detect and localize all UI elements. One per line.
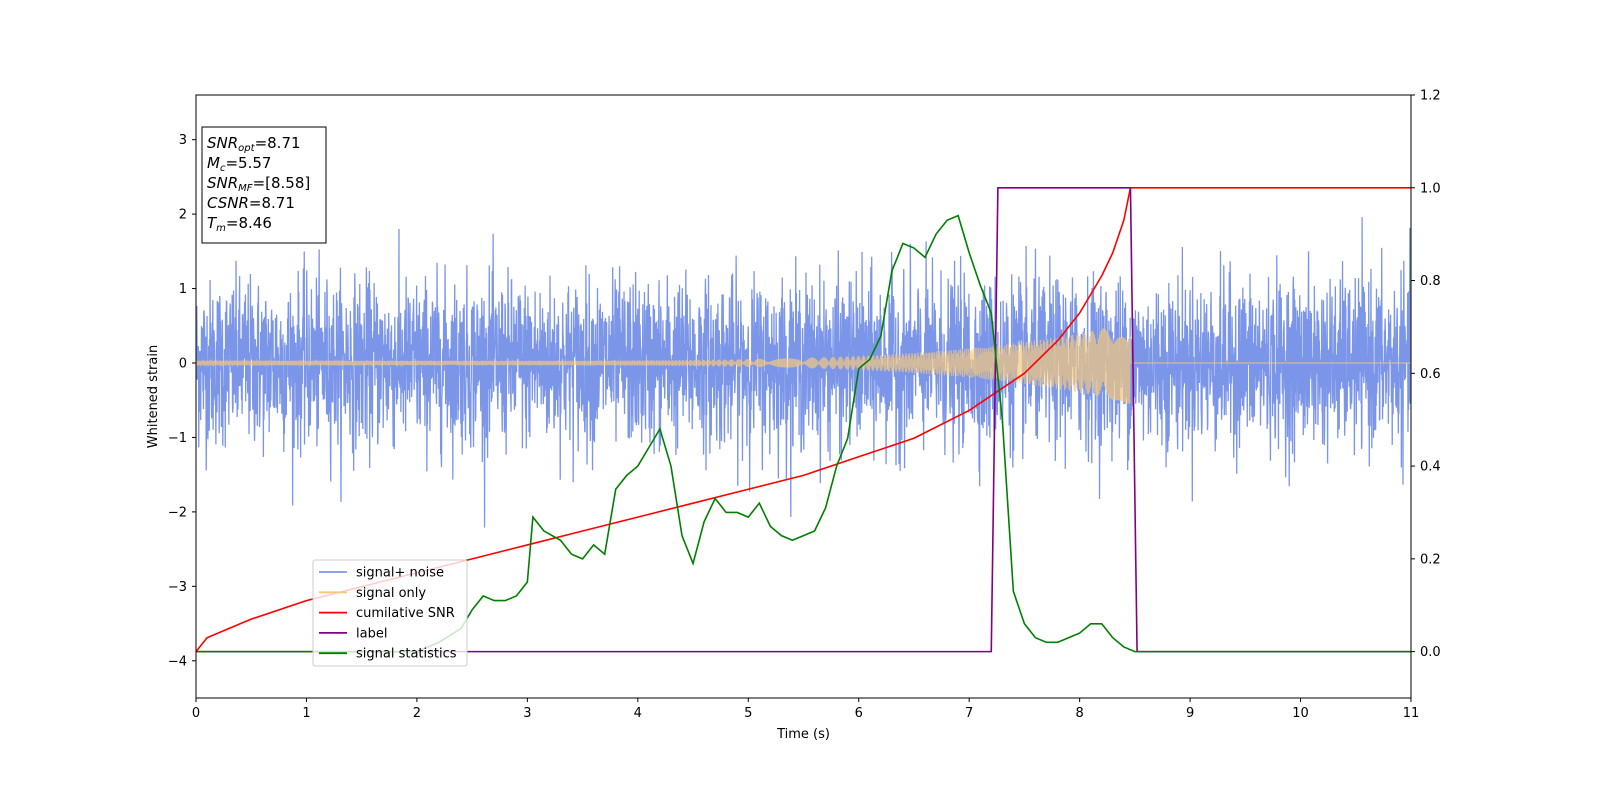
y-tick-label-right: 0.0: [1420, 645, 1441, 660]
annotation-line: Mc=5.57: [207, 154, 271, 174]
series-signal-noise-line: [196, 217, 1411, 528]
annotation-line: CSNR=8.71: [207, 194, 295, 212]
y-tick-label-right: 0.6: [1420, 367, 1441, 382]
y-tick-label-left: −2: [168, 505, 187, 520]
y-tick-label-right: 0.8: [1420, 274, 1441, 289]
x-tick-label: 3: [523, 706, 531, 721]
x-tick-label: 1: [302, 706, 310, 721]
y-tick-label-right: 1.2: [1420, 89, 1441, 104]
x-tick-label: 5: [744, 706, 752, 721]
annotation-line: SNRMF=[8.58]: [207, 174, 310, 194]
x-tick-label: 7: [965, 706, 973, 721]
y-tick-label-left: 1: [179, 282, 187, 297]
legend: signal+ noise signal only cumilative SNR la…: [312, 559, 468, 667]
legend-label-cumilative-snr: cumilative SNR: [356, 606, 455, 621]
legend-label-signal-noise: signal+ noise: [356, 566, 444, 581]
annotation-line: Tm=8.46: [207, 214, 272, 234]
y-tick-label-left: 2: [179, 208, 187, 223]
series-signal-statistics-line: [196, 214, 1411, 653]
x-tick-label: 8: [1075, 706, 1083, 721]
y-tick-label-left: 0: [179, 357, 187, 372]
legend-label-signal-statistics: signal statistics: [356, 647, 457, 662]
y-axis-label: Whitened strain: [146, 345, 161, 448]
x-tick-label: 10: [1292, 706, 1309, 721]
y-tick-label-right: 1.0: [1420, 181, 1441, 196]
x-tick-label: 11: [1403, 706, 1420, 721]
x-tick-label: 6: [855, 706, 863, 721]
annotation-box-frame: [201, 126, 327, 244]
y-tick-label-left: −1: [168, 431, 187, 446]
y-tick-label-left: 3: [179, 133, 187, 148]
y-tick-label-right: 0.2: [1420, 552, 1441, 567]
x-tick-label: 2: [413, 706, 421, 721]
legend-label-signal-only: signal only: [356, 586, 426, 601]
annotation-line: SNRopt=8.71: [207, 134, 301, 154]
x-tick-label: 4: [634, 706, 642, 721]
x-tick-label: 9: [1186, 706, 1194, 721]
axes-layer: 0 1 2 3 4 5 6 7 8 9 10 11 −4 −3 −2 −1 0 1 2 3 0.0 0.2 0.4 0.6 0.…: [168, 89, 1441, 722]
x-tick-label: 0: [192, 706, 200, 721]
y-tick-label-left: −4: [168, 654, 187, 669]
y-tick-label-right: 0.4: [1420, 460, 1441, 475]
plot-frame: [195, 94, 1412, 699]
x-axis-label: Time (s): [776, 727, 830, 742]
legend-frame: [312, 559, 468, 667]
series-signal-only-line: [196, 328, 1411, 404]
legend-label-label: label: [356, 626, 387, 641]
y-tick-label-left: −3: [168, 580, 187, 595]
